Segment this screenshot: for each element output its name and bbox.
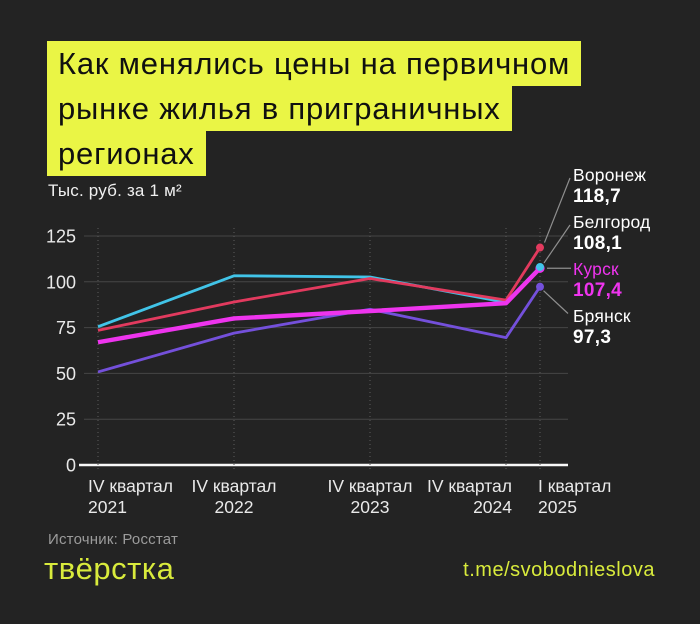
legend-city-bryansk: Брянск	[573, 306, 631, 326]
x-tick-label: 2021	[88, 497, 127, 517]
chart-title-line-1: Как менялись цены на первичном	[47, 41, 582, 86]
chart-title: Как менялись цены на первичном рынке жил…	[47, 41, 582, 176]
y-tick-label: 50	[56, 364, 76, 384]
legend-item-bryansk: Брянск 97,3	[573, 306, 693, 349]
legend-item-belgorod: Белгород 108,1	[573, 212, 693, 255]
chart-title-line-3: регионах	[47, 131, 206, 176]
legend-value-kursk: 107,4	[573, 280, 623, 301]
y-tick-label: 100	[46, 272, 76, 292]
x-tick-label: IV квартал	[328, 476, 413, 496]
legend-value-bryansk: 97,3	[573, 327, 612, 348]
series-line-курск	[97, 266, 542, 345]
legend-city-voronezh: Воронеж	[573, 165, 647, 185]
legend-city-belgorod: Белгород	[573, 212, 651, 232]
callout-connector-брянск	[543, 290, 569, 314]
legend-item-kursk: Курск 107,4	[573, 259, 693, 302]
legend-value-belgorod: 108,1	[573, 233, 623, 254]
y-axis-units-label: Тыс. руб. за 1 м²	[48, 181, 182, 200]
x-tick-label: 2022	[215, 497, 254, 517]
legend-item-voronezh: Воронеж 118,7	[573, 165, 693, 208]
x-tick-label: 2023	[351, 497, 390, 517]
x-tick-label: 2025	[538, 497, 577, 517]
series-line-воронеж	[97, 246, 542, 332]
x-tick-label: IV квартал	[88, 476, 173, 496]
x-tick-label: IV квартал	[192, 476, 277, 496]
x-tick-label: IV квартал	[427, 476, 512, 496]
x-tick-label: I квартал	[538, 476, 611, 496]
legend-city-kursk: Курск	[573, 259, 619, 279]
data-source-label: Источник: Росстат	[48, 531, 179, 548]
telegram-link[interactable]: t.me/svobodnieslova	[463, 559, 655, 581]
end-dot-воронеж	[536, 243, 544, 252]
callout-connector-воронеж	[543, 177, 571, 243]
chart-title-line-2: рынке жилья в приграничных	[47, 86, 512, 131]
legend-value-voronezh: 118,7	[573, 186, 621, 207]
end-dot-брянск	[536, 282, 544, 291]
y-tick-label: 75	[56, 318, 76, 338]
y-tick-label: 25	[56, 410, 76, 430]
y-tick-label: 125	[46, 227, 76, 247]
end-dot-белгород	[536, 262, 544, 271]
y-tick-label: 0	[66, 456, 76, 476]
callout-connector-белгород	[543, 224, 571, 264]
x-tick-label: 2024	[473, 497, 512, 517]
verstka-logo: твёрстка	[44, 551, 175, 586]
